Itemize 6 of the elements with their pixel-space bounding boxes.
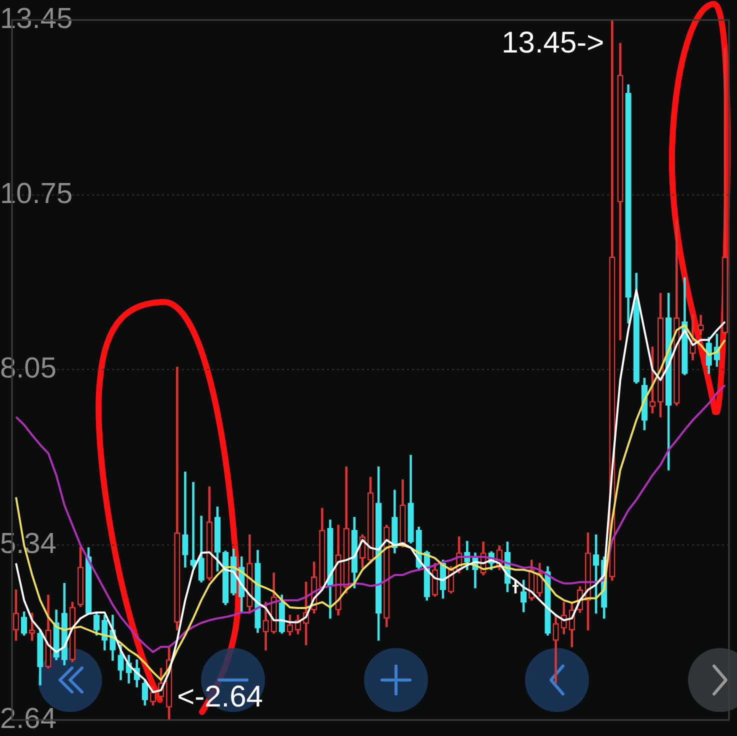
y-tick-label: 13.45	[0, 3, 73, 35]
annotation: <-2.64	[177, 680, 263, 714]
annotation: 13.45->	[502, 26, 604, 60]
candlestick	[190, 482, 196, 568]
y-tick-label: 10.75	[0, 178, 73, 210]
y-tick-label: 8.05	[0, 352, 56, 385]
